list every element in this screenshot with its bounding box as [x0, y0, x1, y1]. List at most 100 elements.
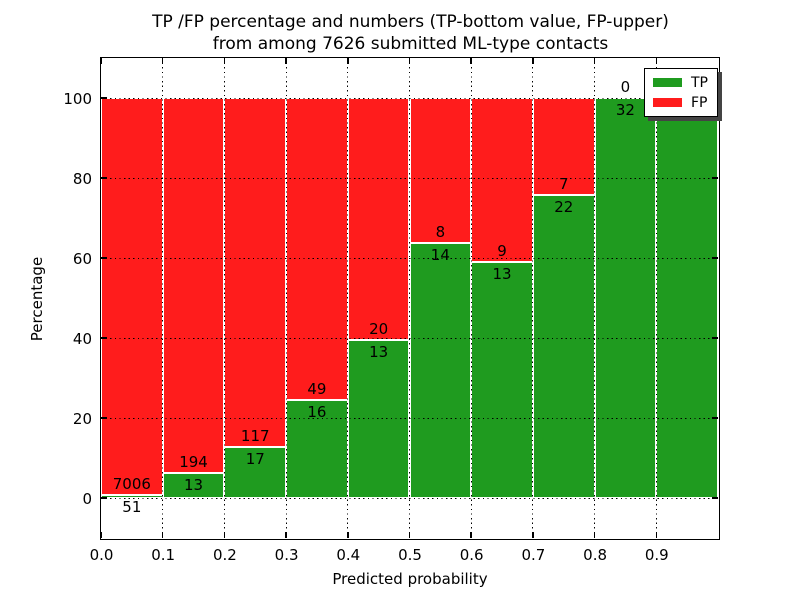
plot-inner: 700651194131171749162013814913722032025 … — [100, 58, 718, 538]
tp-count-label: 13 — [183, 475, 204, 494]
fp-count-label: 7006 — [112, 475, 151, 494]
x-tick-label: 0.7 — [521, 546, 546, 564]
tp-count-label: 14 — [430, 246, 450, 265]
tp-bar-segment — [347, 340, 410, 498]
y-tick-mark-right — [712, 257, 718, 259]
v-gridline — [223, 58, 225, 538]
x-tick-mark-top — [532, 58, 534, 64]
x-tick-mark-bottom — [100, 532, 102, 538]
tp-count-label: 13 — [369, 343, 389, 362]
tp-bar-segment — [224, 447, 287, 498]
fp-count-label: 20 — [369, 320, 389, 339]
tp-count-label: 13 — [492, 264, 512, 283]
y-tick-mark-left — [101, 97, 107, 99]
x-tick-mark-bottom — [532, 532, 534, 538]
fp-legend-swatch — [653, 98, 682, 107]
y-axis-label: Percentage — [28, 256, 46, 342]
tp-bar-segment — [656, 98, 718, 498]
v-gridline — [162, 58, 164, 538]
x-tick-label: 0.0 — [89, 546, 114, 564]
x-tick-mark-bottom — [223, 532, 226, 538]
tp-bar-segment — [594, 98, 657, 498]
fp-bar-segment — [101, 98, 163, 496]
tp-bar-segment — [471, 261, 533, 498]
x-tick-label: 0.1 — [151, 546, 176, 564]
x-tick-mark-top — [285, 58, 287, 64]
tp-bar-segment — [532, 194, 595, 498]
x-tick-label: 0.2 — [212, 546, 237, 564]
fp-bar-segment — [409, 98, 472, 244]
fp-bar-segment — [224, 98, 287, 448]
chart-title-line-2: from among 7626 submitted ML-type contac… — [212, 34, 609, 54]
x-tick-mark-top — [655, 58, 658, 64]
y-tick-label: 60 — [72, 249, 92, 268]
fp-bar-segment — [162, 98, 225, 473]
tp-bar-segment — [286, 399, 348, 498]
x-tick-label: 0.3 — [274, 546, 299, 564]
fp-count-label: 0 — [620, 78, 631, 96]
x-tick-mark-top — [223, 58, 226, 64]
x-tick-mark-top — [593, 58, 596, 64]
x-tick-label: 0.4 — [336, 546, 361, 564]
y-tick-mark-right — [712, 497, 718, 499]
x-tick-label: 0.8 — [583, 546, 608, 564]
fp-count-label: 9 — [497, 241, 507, 260]
x-tick-mark-top — [100, 58, 102, 64]
fp-count-label: 117 — [240, 427, 270, 446]
chart-title-line-1: TP /FP percentage and numbers (TP-bottom… — [152, 12, 669, 32]
plot-area: 700651194131171749162013814913722032025 … — [100, 57, 720, 540]
v-gridline — [655, 58, 657, 538]
legend: TP FP — [644, 68, 718, 117]
x-tick-mark-top — [347, 58, 349, 64]
v-gridline — [409, 58, 410, 538]
fp-count-label: 8 — [435, 223, 446, 242]
fp-legend-label: FP — [691, 94, 708, 111]
fp-bar-segment — [471, 98, 533, 262]
v-gridline — [347, 58, 349, 538]
v-gridline — [470, 58, 472, 538]
x-tick-mark-bottom — [161, 532, 164, 538]
tp-count-label: 22 — [554, 197, 574, 216]
tp-legend-label: TP — [691, 74, 708, 91]
fp-bar-segment — [286, 98, 348, 400]
v-gridline — [285, 58, 287, 538]
fp-count-label: 194 — [179, 452, 208, 471]
y-tick-mark-left — [101, 257, 107, 259]
tp-legend-swatch — [653, 78, 682, 87]
x-tick-label: 0.9 — [644, 546, 669, 564]
y-tick-mark-right — [712, 417, 718, 419]
v-gridline — [532, 58, 534, 538]
y-tick-mark-left — [101, 177, 107, 179]
y-tick-label: 40 — [72, 329, 92, 348]
fp-bar-segment — [347, 98, 410, 341]
fp-count-label: 7 — [558, 174, 569, 193]
y-tick-label: 0 — [82, 489, 92, 508]
y-tick-label: 20 — [72, 409, 92, 428]
x-tick-mark-bottom — [285, 532, 287, 538]
tp-count-label: 16 — [307, 402, 327, 421]
y-tick-mark-right — [712, 177, 718, 179]
y-tick-label: 80 — [72, 169, 92, 188]
x-tick-label: 0.6 — [459, 546, 484, 564]
x-tick-mark-top — [470, 58, 472, 64]
tp-bar-segment — [409, 243, 472, 498]
x-tick-mark-bottom — [347, 532, 349, 538]
x-tick-mark-top — [408, 58, 411, 64]
y-tick-mark-left — [101, 497, 107, 499]
v-gridline — [594, 58, 596, 538]
y-tick-mark-left — [101, 417, 107, 419]
x-axis-label: Predicted probability — [332, 570, 488, 588]
fp-count-label: 49 — [307, 379, 327, 398]
x-tick-mark-bottom — [408, 532, 411, 538]
x-tick-mark-bottom — [470, 532, 472, 538]
x-tick-mark-bottom — [593, 532, 596, 538]
x-tick-mark-top — [161, 58, 164, 64]
x-tick-mark-bottom — [655, 532, 658, 538]
x-tick-label: 0.5 — [398, 546, 422, 564]
y-tick-label: 100 — [63, 89, 92, 108]
legend-row-tp: TP — [653, 74, 709, 91]
tp-count-label: 32 — [615, 101, 635, 119]
tp-count-label: 17 — [245, 450, 265, 469]
legend-row-fp: FP — [653, 94, 709, 111]
